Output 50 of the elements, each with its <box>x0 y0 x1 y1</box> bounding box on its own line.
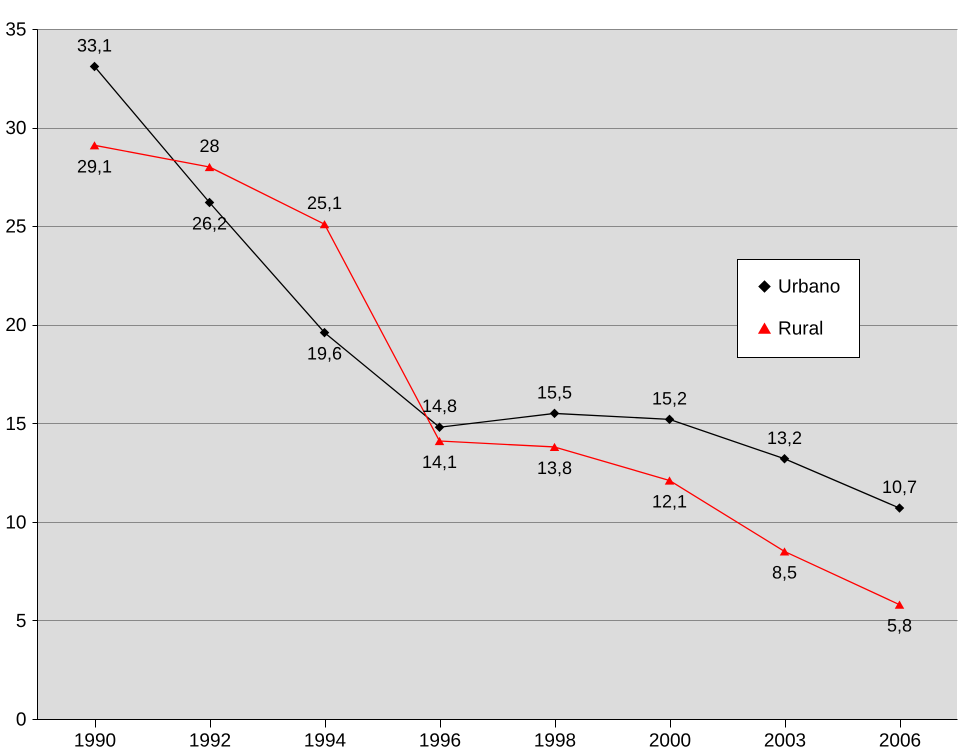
data-label: 19,6 <box>306 344 342 364</box>
data-label: 15,2 <box>652 388 688 408</box>
data-label: 13,2 <box>766 428 802 448</box>
point <box>434 436 444 446</box>
x-tick-label: 2003 <box>764 730 806 752</box>
point <box>550 442 560 452</box>
data-label: 5,8 <box>886 616 912 636</box>
x-tick-label: 2000 <box>648 730 692 752</box>
point <box>894 503 904 513</box>
point <box>894 600 904 609</box>
point <box>90 141 100 150</box>
point <box>550 408 560 418</box>
data-label: 8,5 <box>772 562 798 582</box>
data-label: 14,8 <box>422 396 458 416</box>
data-label: 26,2 <box>192 213 228 234</box>
data-label: 12,1 <box>652 491 688 512</box>
point <box>664 414 674 424</box>
x-tick-label: 1994 <box>304 730 347 752</box>
data-label: 28 <box>199 136 220 156</box>
y-tick-label: 10 <box>5 512 26 534</box>
y-tick-label: 35 <box>5 20 26 40</box>
point <box>664 476 674 485</box>
y-tick-label: 20 <box>5 315 26 336</box>
y-tick-label: 25 <box>5 216 26 238</box>
point <box>434 422 444 432</box>
y-tick-label: 30 <box>5 118 26 140</box>
data-label: 14,1 <box>422 452 458 472</box>
y-tick-label: 15 <box>5 414 26 435</box>
data-label: 13,8 <box>536 458 572 478</box>
point <box>320 328 330 338</box>
point <box>780 454 790 464</box>
data-label: 15,5 <box>536 382 572 402</box>
data-label: 10,7 <box>882 477 918 498</box>
x-tick-label: 1996 <box>418 730 462 752</box>
data-label: 25,1 <box>306 193 342 214</box>
y-tick-label: 0 <box>16 710 26 730</box>
y-tick-label: 5 <box>16 610 26 632</box>
x-tick-label: 1998 <box>534 730 576 752</box>
point <box>320 220 330 228</box>
legend-label: Rural <box>778 318 824 340</box>
x-tick-label: 1992 <box>188 730 232 752</box>
point <box>780 547 790 556</box>
point <box>204 162 214 172</box>
x-tick-label: 1990 <box>74 730 116 752</box>
data-label: 29,1 <box>76 156 112 176</box>
x-tick-label: 2006 <box>878 730 922 752</box>
point <box>90 62 100 72</box>
point <box>204 198 214 208</box>
legend-label: Urbano <box>778 276 840 298</box>
data-label: 33,1 <box>76 35 112 56</box>
